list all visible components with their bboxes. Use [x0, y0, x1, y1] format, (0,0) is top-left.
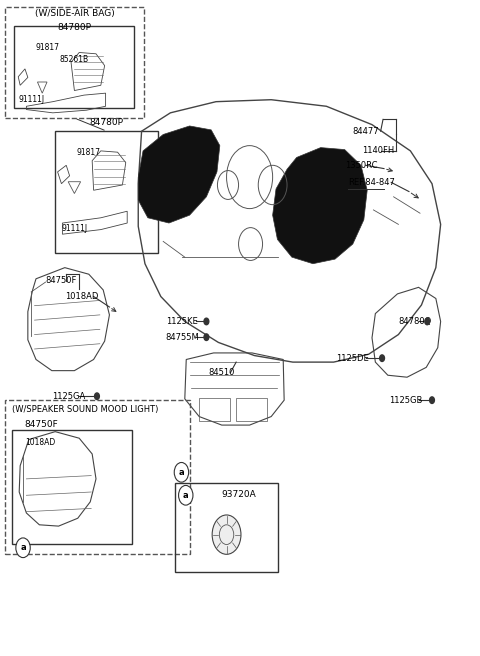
Text: 1125GA: 1125GA [52, 392, 85, 401]
Bar [175, 483, 278, 572]
Text: (W/SPEAKER SOUND MOOD LIGHT): (W/SPEAKER SOUND MOOD LIGHT) [12, 405, 158, 415]
Text: 85261B: 85261B [60, 54, 89, 64]
Text: 1125DE: 1125DE [336, 354, 369, 363]
Text: (W/SIDE-AIR BAG): (W/SIDE-AIR BAG) [35, 9, 114, 18]
Text: 1350RC: 1350RC [345, 161, 377, 170]
Circle shape [380, 355, 384, 361]
Text: 91111J: 91111J [61, 224, 87, 233]
Text: 84780Q: 84780Q [398, 317, 432, 326]
Polygon shape [273, 148, 367, 264]
Bar [5, 7, 144, 118]
Text: 1125KE: 1125KE [166, 317, 197, 326]
Text: 1140FH: 1140FH [362, 146, 395, 155]
Polygon shape [138, 126, 220, 223]
Bar [199, 398, 230, 421]
Circle shape [16, 538, 30, 558]
Text: 84477: 84477 [353, 127, 379, 136]
Text: 93720A: 93720A [221, 490, 256, 499]
Text: 84510: 84510 [209, 368, 235, 377]
Text: 84755M: 84755M [166, 333, 199, 342]
Text: REF.84-847: REF.84-847 [348, 178, 395, 187]
Bar [55, 131, 158, 253]
Bar [14, 26, 134, 108]
Text: 84750F: 84750F [46, 276, 77, 285]
Text: 84750F: 84750F [24, 420, 58, 429]
Circle shape [95, 393, 99, 400]
Text: 91817: 91817 [77, 148, 101, 157]
Text: 1018AD: 1018AD [65, 292, 98, 301]
Text: a: a [20, 543, 26, 552]
Bar [5, 400, 190, 554]
Polygon shape [68, 182, 81, 194]
Text: 1018AD: 1018AD [25, 438, 56, 447]
Bar [12, 430, 132, 544]
Circle shape [212, 515, 241, 554]
Circle shape [204, 318, 209, 325]
Circle shape [430, 397, 434, 403]
Text: 91817: 91817 [36, 43, 60, 52]
Text: 84780P: 84780P [58, 23, 91, 32]
Circle shape [179, 485, 193, 505]
Circle shape [204, 334, 209, 340]
Text: 1125GB: 1125GB [389, 396, 422, 405]
Text: 91111J: 91111J [18, 95, 44, 104]
Circle shape [174, 462, 189, 482]
Text: a: a [179, 468, 184, 477]
Text: a: a [183, 491, 189, 500]
Text: 84780P: 84780P [90, 118, 124, 127]
Bar [236, 398, 267, 421]
Circle shape [425, 318, 430, 325]
